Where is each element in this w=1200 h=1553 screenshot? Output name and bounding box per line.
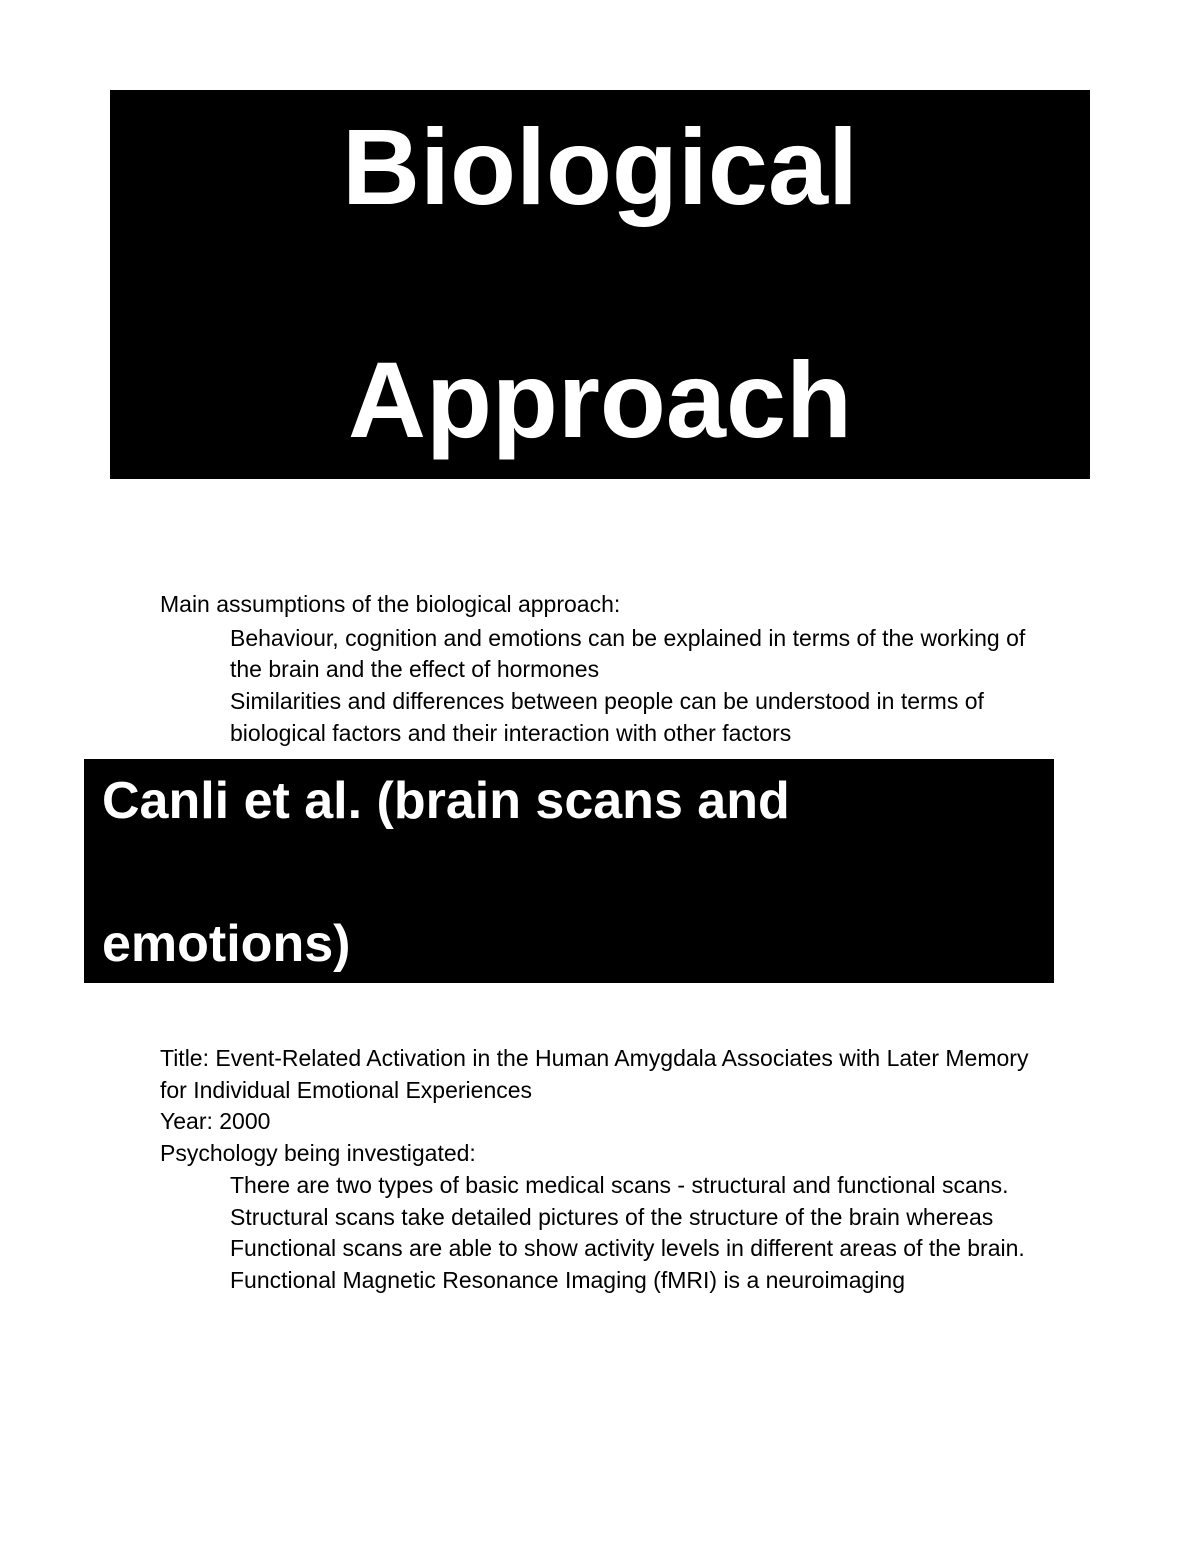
assumption-bullet-2: Similarities and differences between peo… <box>160 686 1040 749</box>
title-line-1: Biological <box>140 110 1060 223</box>
document-page: Biological Approach Main assumptions of … <box>0 0 1200 1297</box>
assumptions-section: Main assumptions of the biological appro… <box>100 589 1100 1297</box>
title-line-2: Approach <box>140 343 1060 460</box>
study-year-line: Year: 2000 <box>160 1106 1040 1138</box>
study-paragraph-1: There are two types of basic medical sca… <box>160 1170 1040 1265</box>
study-subheading-block: Canli et al. (brain scans and emotions) <box>84 759 1054 982</box>
subheading-line-2: emotions) <box>102 916 1036 973</box>
subheading-spacer <box>102 831 1036 916</box>
title-spacer <box>140 223 1060 343</box>
assumption-bullet-1: Behaviour, cognition and emotions can be… <box>160 623 1040 686</box>
assumptions-heading: Main assumptions of the biological appro… <box>160 589 1040 621</box>
study-title-label: Title: <box>160 1045 215 1071</box>
study-details: Title: Event-Related Activation in the H… <box>160 1043 1040 1297</box>
subheading-line-1: Canli et al. (brain scans and <box>102 773 1036 830</box>
study-title-line: Title: Event-Related Activation in the H… <box>160 1043 1040 1106</box>
study-title-value: Event-Related Activation in the Human Am… <box>160 1045 1028 1103</box>
study-paragraph-2: Functional Magnetic Resonance Imaging (f… <box>160 1265 1040 1297</box>
main-title-block: Biological Approach <box>110 90 1090 479</box>
study-year-label: Year: <box>160 1108 219 1134</box>
study-psych-label: Psychology being investigated: <box>160 1138 1040 1170</box>
study-year-value: 2000 <box>219 1108 270 1134</box>
